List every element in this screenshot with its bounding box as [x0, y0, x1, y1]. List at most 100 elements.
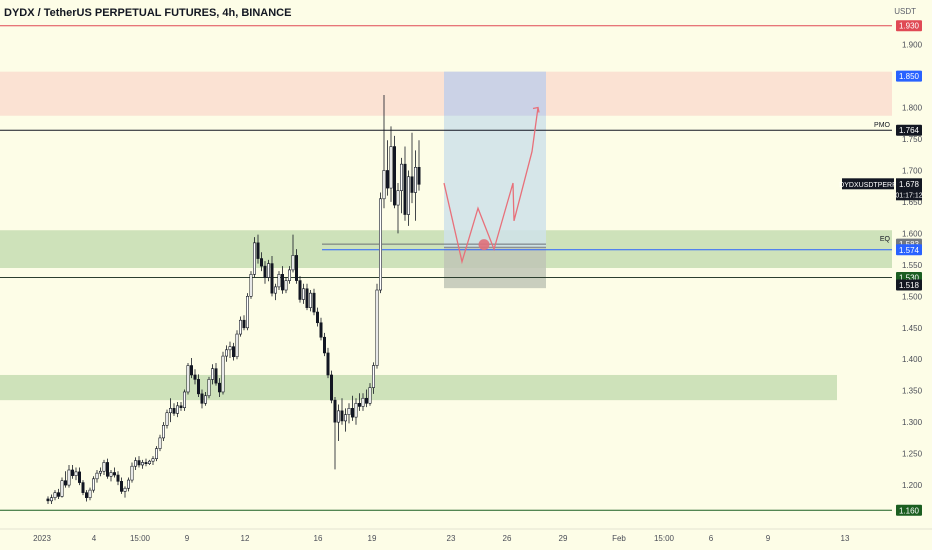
- price-tag-eq: EQ: [880, 236, 891, 243]
- candle: [130, 465, 134, 481]
- candle: [214, 368, 218, 384]
- candle: [347, 408, 351, 415]
- candle: [322, 336, 326, 354]
- candle: [403, 163, 407, 215]
- candle: [343, 414, 347, 422]
- candle: [413, 167, 417, 193]
- candle: [123, 487, 127, 492]
- candle: [211, 368, 215, 380]
- candle: [49, 497, 53, 502]
- candle: [239, 319, 243, 335]
- candle: [287, 269, 291, 281]
- candle: [246, 296, 250, 329]
- candle: [56, 492, 60, 497]
- candle: [389, 146, 393, 189]
- candle: [315, 311, 319, 324]
- x-tick-label: 12: [241, 534, 250, 543]
- candle: [102, 462, 106, 472]
- candle-countdown: 01:17:12: [895, 192, 922, 199]
- candle: [270, 263, 274, 294]
- candle: [298, 280, 302, 300]
- candle: [158, 437, 162, 449]
- candle: [218, 382, 222, 393]
- price-label-box: [896, 70, 922, 82]
- y-tick-label: 1.300: [902, 418, 923, 427]
- candle: [371, 365, 375, 388]
- candle: [354, 402, 358, 418]
- candle: [106, 462, 110, 477]
- candle: [406, 176, 410, 215]
- candle: [148, 460, 152, 465]
- candle: [162, 425, 166, 439]
- long-position-target-top: [444, 71, 546, 116]
- candle: [312, 292, 316, 313]
- candle: [277, 273, 281, 288]
- candle: [382, 170, 386, 200]
- candle: [253, 242, 257, 275]
- candle: [151, 458, 155, 462]
- candle: [242, 319, 246, 329]
- candle: [179, 405, 183, 408]
- candle: [204, 395, 208, 404]
- candle: [291, 255, 295, 271]
- candle: [333, 399, 337, 423]
- candle: [176, 405, 180, 414]
- price-label-box: [896, 124, 922, 136]
- candle: [378, 198, 382, 291]
- candle: [53, 492, 57, 498]
- x-tick-label: 19: [368, 534, 377, 543]
- x-tick-label: 15:00: [654, 534, 675, 543]
- candle: [197, 379, 201, 395]
- candle: [127, 479, 131, 489]
- candle: [301, 288, 305, 300]
- candle: [46, 498, 50, 502]
- candle: [71, 469, 75, 476]
- y-tick-label: 1.500: [902, 292, 923, 301]
- candle: [200, 393, 204, 404]
- candle: [92, 478, 96, 491]
- candle: [392, 146, 396, 206]
- price-axis[interactable]: 1.900 1.850 1.800 1.750 1.700 1.650 1.600 1.550…: [902, 41, 923, 490]
- candle: [357, 402, 361, 407]
- candles-layer: [46, 94, 421, 504]
- x-tick-label: Feb: [612, 534, 626, 543]
- price-label-1.574: 1.574: [899, 246, 920, 255]
- candle: [228, 346, 232, 351]
- candle: [109, 472, 113, 477]
- candle: [116, 474, 120, 482]
- candle: [273, 286, 277, 294]
- candle: [88, 489, 92, 498]
- projection-path: [443, 107, 539, 265]
- candle: [235, 333, 239, 358]
- candle: [225, 349, 229, 357]
- x-tick-label: 13: [841, 534, 850, 543]
- candle: [85, 492, 89, 498]
- candle: [361, 397, 365, 407]
- x-tick-label: 26: [503, 534, 512, 543]
- candle: [78, 471, 82, 483]
- candle: [67, 469, 71, 486]
- price-label-1.764: 1.764: [899, 126, 920, 135]
- candle: [385, 170, 389, 189]
- drawings-layer: [443, 106, 540, 265]
- candle: [221, 355, 225, 393]
- candle: [144, 462, 148, 465]
- x-tick-label: 9: [766, 534, 771, 543]
- y-tick-label: 1.400: [902, 355, 923, 364]
- x-tick-label: 4: [92, 534, 97, 543]
- symbol-label-box: [842, 178, 894, 190]
- y-tick-label: 1.550: [902, 261, 923, 270]
- chart-title: DYDX / TetherUS PERPETUAL FUTURES, 4h, B…: [4, 7, 291, 19]
- candle: [155, 448, 159, 459]
- candle: [249, 273, 253, 297]
- candle: [417, 167, 421, 185]
- candle: [172, 408, 176, 414]
- candle: [263, 265, 267, 278]
- candle: [364, 397, 368, 404]
- candle: [305, 288, 309, 308]
- candle: [375, 289, 379, 366]
- y-tick-label: 1.200: [902, 481, 923, 490]
- candle: [99, 470, 103, 474]
- time-axis: 2023 4 15:00 9 12 16 19 23 26 29 Feb 15:00 6 9 13: [33, 534, 850, 543]
